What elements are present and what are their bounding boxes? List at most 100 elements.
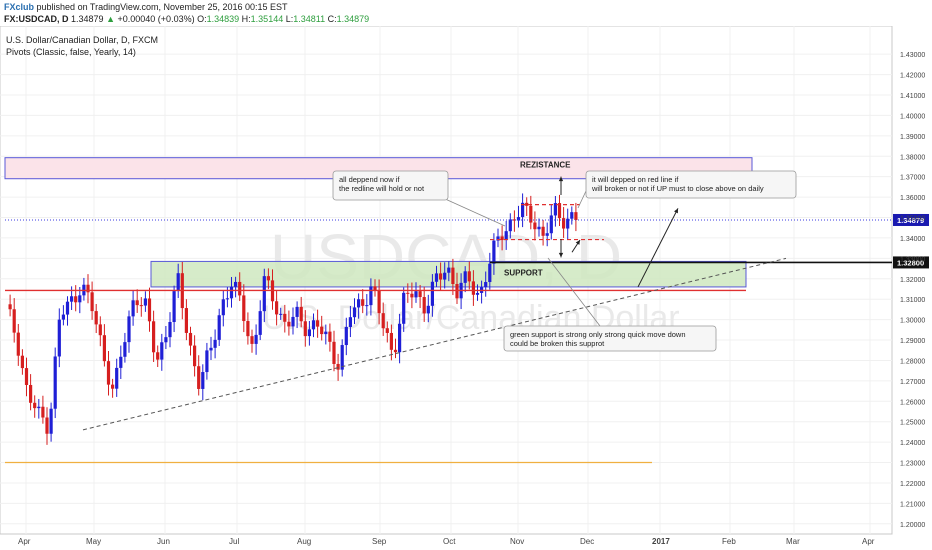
price-tick-label: 1.30000 <box>900 318 925 325</box>
candle-body <box>541 226 545 236</box>
level-tag <box>893 256 929 269</box>
price-tick-label: 1.31000 <box>900 297 925 304</box>
candle-body <box>123 342 127 357</box>
candle-body <box>516 217 521 221</box>
annotation-support-pointer <box>547 257 601 327</box>
candle-body <box>385 328 389 333</box>
candle-body <box>164 337 168 343</box>
time-axis[interactable]: Apr May Jun Jul Aug Sep Oct Nov Dec 2017 Feb Mar Apr <box>18 537 875 546</box>
candle-body <box>414 291 418 298</box>
candle-body <box>418 291 422 298</box>
candle-body <box>201 372 205 389</box>
time-tick-label: 2017 <box>652 537 670 546</box>
price-axis[interactable]: 1.43000 1.42000 1.41000 1.40000 1.39000 1.380… <box>900 52 925 529</box>
candle-body <box>365 305 369 307</box>
candle-body <box>106 361 111 385</box>
time-tick-label: Sep <box>372 537 387 546</box>
candle-body <box>213 339 217 348</box>
candle-body <box>135 300 139 306</box>
annotation-redline-box <box>332 170 449 201</box>
candle-body <box>328 331 332 342</box>
last-price-tag <box>893 213 929 226</box>
time-tick-label: Feb <box>722 537 736 546</box>
candle-body <box>98 324 102 336</box>
chart-title: U.S. Dollar/Canadian Dollar, D, FXCM <box>6 35 158 45</box>
candle-body <box>377 290 381 314</box>
up-arrow-icon: ▲ <box>106 14 115 24</box>
price-tick-label: 1.24000 <box>900 440 925 447</box>
time-tick-label: Nov <box>510 537 524 546</box>
candle-body <box>20 355 24 369</box>
candle-body <box>33 402 37 409</box>
close-value: 1.34879 <box>336 14 370 24</box>
candle-body <box>205 350 209 373</box>
candle-body <box>447 267 451 273</box>
annotation-redline-text: all deppend now if <box>339 175 400 184</box>
candle-body <box>168 322 172 338</box>
open-label: O: <box>197 14 207 24</box>
candle-body <box>90 292 94 312</box>
candle-body <box>553 203 557 216</box>
candle-body <box>557 203 562 219</box>
candle-body <box>147 298 152 322</box>
candle-body <box>221 299 225 316</box>
candle-body <box>184 308 188 333</box>
annotation-depend-text: it will depped on red line if <box>592 175 679 184</box>
candle-body <box>115 367 119 389</box>
candle-body <box>500 236 504 241</box>
candle-body <box>562 218 566 229</box>
price-tick-label: 1.42000 <box>900 73 925 80</box>
time-tick-label: Apr <box>18 537 31 546</box>
candle-body <box>529 205 533 223</box>
price-tick-label: 1.37000 <box>900 175 925 182</box>
candle-body <box>61 314 65 320</box>
support-label: SUPPORT <box>504 268 543 277</box>
candle-body <box>53 356 57 409</box>
price-tick-label: 1.35000 <box>900 216 925 223</box>
candle-body <box>324 331 328 335</box>
candle-body <box>311 320 316 330</box>
annotation-depend-pointer <box>577 190 587 209</box>
annotation-support-text: could be broken this supprot <box>510 339 605 348</box>
candle-body <box>471 281 475 295</box>
candle-body <box>434 273 439 282</box>
candle-body <box>320 326 324 335</box>
candle-body <box>316 320 320 327</box>
price-tick-label: 1.41000 <box>900 93 925 100</box>
published-text: published on TradingView.com, November 2… <box>36 2 288 12</box>
author-link[interactable]: FXclub <box>4 2 35 12</box>
change-value: +0.00040 (+0.03%) <box>117 14 195 24</box>
candle-body <box>475 292 480 295</box>
candle-body <box>127 316 131 343</box>
time-tick-label: Aug <box>297 537 311 546</box>
high-label: H: <box>241 14 251 24</box>
price-tick-label: 1.36000 <box>900 195 925 202</box>
candle-body <box>566 218 570 229</box>
candle-body <box>250 336 254 344</box>
candle-body <box>258 311 262 335</box>
indicator-label[interactable]: Pivots (Classic, false, Yearly, 14) <box>6 47 136 57</box>
candle-body <box>533 222 537 230</box>
arrow-up-small-head <box>575 239 580 245</box>
candle-body <box>234 281 238 287</box>
publish-info: FXclub published on TradingView.com, Nov… <box>4 2 288 12</box>
candle-body <box>525 202 529 206</box>
price-tick-label: 1.43000 <box>900 52 925 59</box>
candle-body <box>369 286 373 306</box>
candle-body <box>65 301 70 315</box>
candle-body <box>381 313 385 329</box>
candle-body <box>197 366 201 389</box>
candle-body <box>37 406 41 409</box>
candle-body <box>422 297 426 314</box>
price-chart[interactable]: USDCAD, D U.S. Dollar/Canadian Dollar U.… <box>0 26 932 550</box>
last-price-label: 1.34879 <box>897 216 924 225</box>
candle-body <box>131 300 135 317</box>
annotation-depend-box <box>585 170 797 199</box>
candle-body <box>217 315 221 340</box>
price-tick-label: 1.22000 <box>900 481 925 488</box>
candle-body <box>484 282 488 288</box>
candle-body <box>393 349 398 353</box>
candle-body <box>287 321 291 327</box>
candle-body <box>348 317 352 327</box>
open-value: 1.34839 <box>206 14 240 24</box>
